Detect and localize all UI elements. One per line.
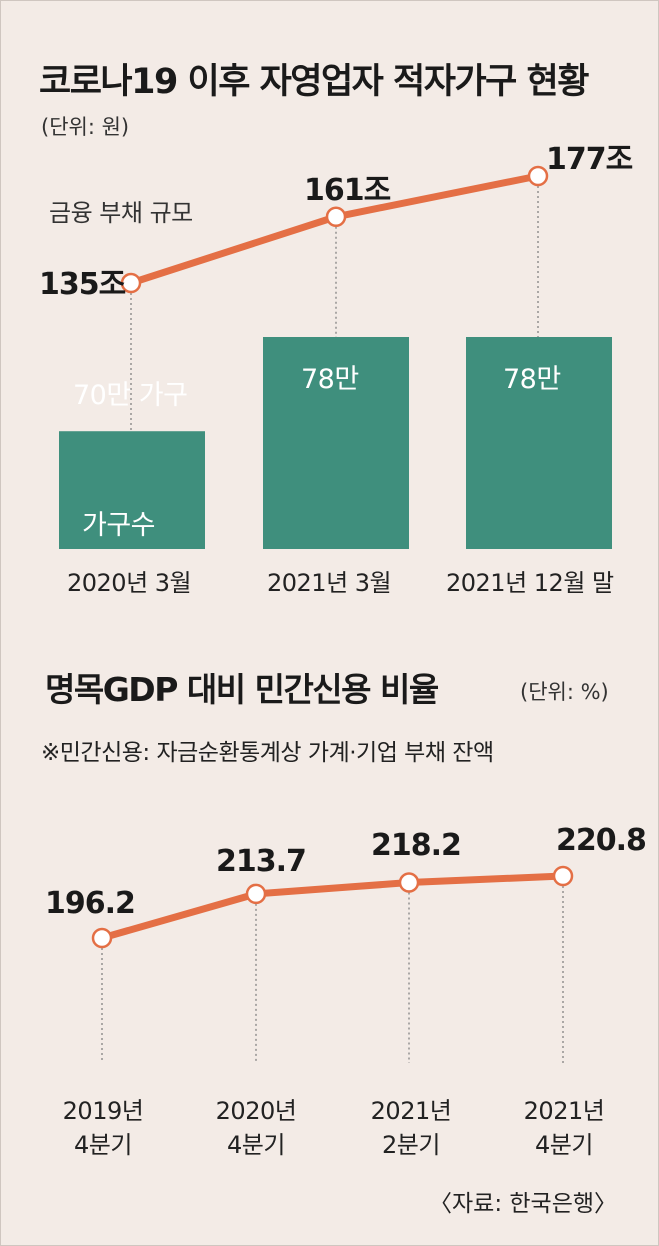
bar-value-label: 78만 [503,364,561,395]
chart1-unit: (단위: 원) [41,115,130,139]
ratio-line [98,872,567,942]
x-tick-quarter: 4분기 [227,1131,285,1159]
bar-value-label: 70만 가구 [73,380,188,411]
x-tick-year: 2019년 [62,1097,144,1125]
debt-value-label: 135조 [39,267,126,302]
x-tick-label: 2019년 4분기 [53,1094,153,1162]
x-tick-quarter: 2분기 [382,1131,440,1159]
x-tick-year: 2021년 [523,1097,605,1125]
chart2-unit: (단위: %) [520,680,609,704]
debt-value-label: 177조 [546,142,633,177]
x-tick-label: 2020년 3월 [67,569,192,597]
household-bar [59,431,205,549]
ratio-marker [552,865,574,887]
household-bar [263,337,409,549]
x-tick-label: 2021년 2분기 [361,1094,461,1162]
chart2-note: ※민간신용: 자금순환통계상 가계·기업 부채 잔액 [41,740,494,766]
x-tick-year: 2021년 [370,1097,452,1125]
ratio-marker [91,927,113,949]
source-note: 〈자료: 한국은행〉 [429,1191,618,1217]
x-tick-quarter: 4분기 [74,1131,132,1159]
x-tick-label: 2021년 3월 [267,569,392,597]
bar-series-label: 가구수 [82,510,156,541]
ratio-value-label: 218.2 [371,828,462,863]
ratio-value-label: 220.8 [556,823,647,858]
chart2-title: 명목GDP 대비 민간신용 비율 [45,670,439,709]
debt-marker [527,165,549,187]
x-tick-label: 2021년 4분기 [514,1094,614,1162]
ratio-value-label: 213.7 [216,844,307,879]
ratio-value-label: 196.2 [45,886,136,921]
ratio-marker [245,883,267,905]
x-tick-label: 2020년 4분기 [206,1094,306,1162]
x-tick-quarter: 4분기 [535,1131,593,1159]
debt-value-label: 161조 [304,173,391,208]
bar-value-label: 78만 [301,364,359,395]
debt-marker [325,206,347,228]
household-bar [466,337,612,549]
chart1-svg [59,165,612,549]
ratio-marker [398,872,420,893]
x-tick-label: 2021년 12월 말 [446,569,614,597]
debt-series-label: 금융 부채 규모 [49,199,193,227]
x-tick-year: 2020년 [215,1097,297,1125]
debt-marker [120,272,142,294]
chart1-title: 코로나19 이후 자영업자 적자가구 현황 [39,62,589,102]
